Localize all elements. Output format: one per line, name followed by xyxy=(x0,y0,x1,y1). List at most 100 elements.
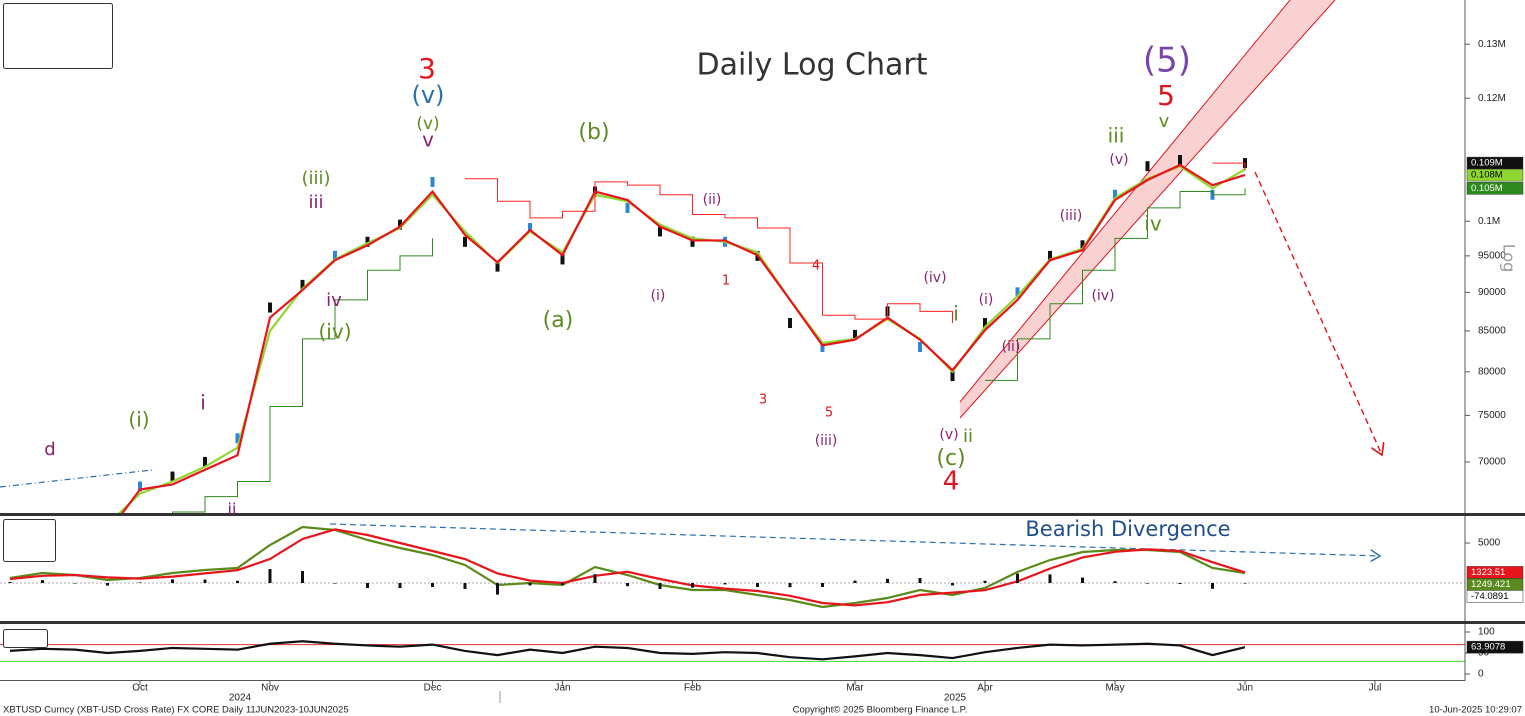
diff-bar xyxy=(1016,573,1019,583)
y-tick-label: 95000 xyxy=(1478,251,1506,262)
wave-label: (5) xyxy=(1143,41,1191,81)
diff-bar xyxy=(73,583,77,584)
y-tick-label: 0.1M xyxy=(1478,216,1500,227)
diff-bar xyxy=(756,583,759,587)
value-tag xyxy=(1466,182,1524,195)
price-bar xyxy=(560,254,565,265)
diff-bar xyxy=(1243,583,1247,584)
price-bar xyxy=(495,261,500,272)
price-bar xyxy=(73,523,77,533)
diff-bar xyxy=(788,583,792,588)
y-tick-label: 100 xyxy=(1478,627,1495,638)
price-bar xyxy=(1080,240,1085,251)
y-axis-label: Log xyxy=(1500,244,1519,273)
price-bar xyxy=(333,250,337,261)
wave-labels: d (i) i ii (iii) iii iv (iv) 3 (v) (v) v… xyxy=(44,41,1191,519)
price-bar xyxy=(853,329,857,340)
diff-bar xyxy=(1146,583,1149,584)
diff-bar xyxy=(41,580,44,583)
price-bar xyxy=(463,236,467,247)
wave-label: (ii) xyxy=(703,192,722,208)
price-bar xyxy=(138,481,142,492)
diff-bar xyxy=(528,583,532,586)
wave-label: (v) xyxy=(416,114,439,134)
diff-bar xyxy=(203,579,207,583)
x-year-label: 2025 xyxy=(944,693,967,704)
legend xyxy=(3,629,48,648)
wave-label: ii xyxy=(228,500,237,519)
price-bar xyxy=(235,433,240,444)
price-bar xyxy=(658,226,662,237)
wave-label: (v) xyxy=(412,81,445,109)
wave-label: (i) xyxy=(128,408,149,432)
diff-bar xyxy=(561,583,564,585)
diff-bar xyxy=(171,579,174,583)
diff-bar xyxy=(626,583,629,587)
wave-label: (i) xyxy=(979,292,994,308)
series-line xyxy=(172,188,1246,513)
value-tag-label: 0.108M xyxy=(1471,170,1503,181)
wave-label: 5 xyxy=(825,406,833,421)
series-line xyxy=(117,164,1246,513)
y-tick-label: 85000 xyxy=(1478,326,1506,337)
value-tag xyxy=(1466,168,1524,182)
diff-bar xyxy=(983,580,987,583)
price-bar xyxy=(625,202,630,213)
series-line xyxy=(9,640,1246,661)
diff-bar xyxy=(496,583,499,595)
diff-bar xyxy=(691,583,694,588)
x-tick-label: May xyxy=(1106,683,1125,694)
wave-label: (iii) xyxy=(1060,208,1083,224)
price-bar xyxy=(1048,250,1052,261)
y-tick-label: 75000 xyxy=(1478,410,1506,421)
x-tick-label: Feb xyxy=(684,683,702,694)
divergence-arrow xyxy=(329,523,1380,556)
price-bar xyxy=(398,219,402,230)
diff-bar xyxy=(593,574,597,583)
price-bar xyxy=(788,318,792,329)
y-tick-label: 80000 xyxy=(1478,366,1506,377)
wave-label: iii xyxy=(308,192,323,213)
price-bar xyxy=(430,176,435,187)
wave-label: 3 xyxy=(759,393,767,408)
diff-bar xyxy=(853,580,857,583)
diff-bar xyxy=(918,578,922,583)
wave-label: iv xyxy=(1144,212,1162,236)
series-line xyxy=(121,163,1246,513)
price-bar xyxy=(268,302,272,313)
wave-label: 1 xyxy=(722,274,730,289)
wave-label: 4 xyxy=(943,467,960,497)
price-bar xyxy=(983,318,987,329)
series-line xyxy=(9,528,1246,607)
x-tick-label: Mar xyxy=(846,683,864,694)
diff-bar xyxy=(333,583,337,584)
y-tick-label: 0.12M xyxy=(1478,93,1506,104)
diff-bar xyxy=(106,583,109,586)
panel xyxy=(0,640,1465,662)
wave-label: v xyxy=(1159,111,1170,132)
wave-label: iii xyxy=(1108,124,1125,148)
price-bar xyxy=(950,371,955,382)
y-tick-label: 5000 xyxy=(1478,538,1501,549)
price-bar xyxy=(1178,155,1182,166)
value-tag-label: 0.109M xyxy=(1471,158,1503,169)
series-line xyxy=(465,162,1246,324)
wave-label: d xyxy=(44,439,55,460)
diff-bar xyxy=(1081,577,1084,583)
diff-bar xyxy=(398,583,402,588)
x-tick-label: Jan xyxy=(554,683,570,694)
diff-bar xyxy=(138,582,142,583)
price-bar xyxy=(203,456,207,467)
wave-label: (a) xyxy=(543,308,574,333)
panel xyxy=(73,155,1247,533)
y-tick-label: 70000 xyxy=(1478,457,1506,468)
wave-label: 3 xyxy=(418,52,436,85)
chart-title: Daily Log Chart xyxy=(696,48,927,83)
price-bar xyxy=(690,236,695,247)
diff-bar xyxy=(268,569,272,583)
diff-bar xyxy=(886,578,889,583)
diff-bar xyxy=(1048,574,1052,583)
diff-bar xyxy=(821,583,824,587)
price-bar xyxy=(365,236,370,247)
